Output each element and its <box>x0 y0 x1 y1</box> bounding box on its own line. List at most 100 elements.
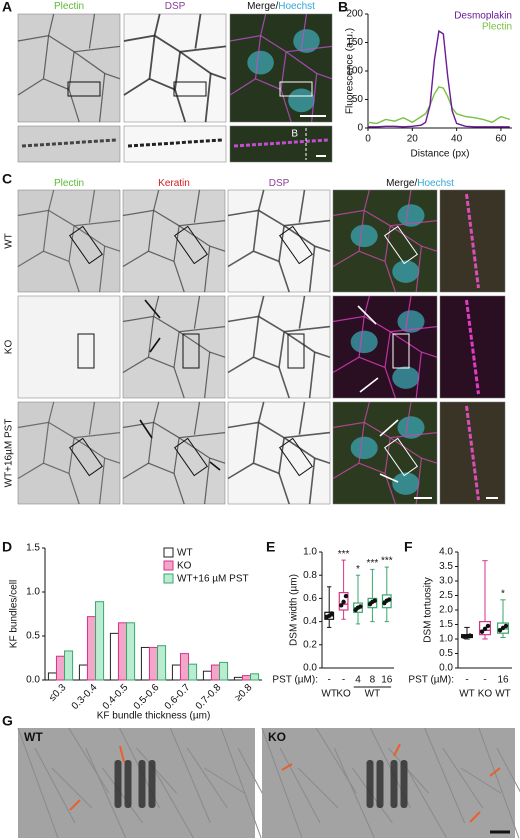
column-label: DSP <box>269 178 290 189</box>
cell-border <box>227 421 331 439</box>
filament <box>34 747 76 824</box>
x-tick-label: 8 <box>370 675 376 686</box>
group-label: WT <box>459 689 475 700</box>
cell-border <box>122 462 149 480</box>
column-label-part: Hoechst <box>278 1 315 12</box>
cell-border <box>278 261 290 293</box>
x-axis-label: PST (µM): <box>272 675 318 686</box>
y-tick-label: 1.5 <box>26 543 40 554</box>
cell-border <box>280 89 292 123</box>
filament <box>186 747 228 809</box>
nucleus <box>392 472 420 495</box>
bar <box>55 655 66 681</box>
filament <box>203 767 245 794</box>
replicate-point <box>372 598 377 603</box>
em-label: WT <box>24 730 43 744</box>
em-label: KO <box>268 730 286 744</box>
cell-border <box>229 78 256 96</box>
y-tick-label: 2.5 <box>439 590 453 601</box>
y-axis-label: Fluorescence (a.u.) <box>345 28 356 114</box>
roi-box <box>67 81 101 97</box>
cell-border <box>332 315 438 333</box>
significance: *** <box>367 558 379 569</box>
x-tick-label: - <box>342 675 345 686</box>
cell-border <box>174 89 187 123</box>
y-tick-label: 1.0 <box>439 634 453 645</box>
column-label: Plectin <box>54 178 84 189</box>
cell-border <box>147 210 180 263</box>
cell-border <box>48 13 55 36</box>
y-tick-label: 0.6 <box>303 593 317 604</box>
roi-box <box>383 437 419 477</box>
bar <box>171 664 181 681</box>
cell-border <box>405 295 412 329</box>
roi-box <box>392 333 410 369</box>
replicate-point <box>386 597 392 602</box>
arrow <box>379 419 399 437</box>
cell-border <box>405 189 412 223</box>
cell-border <box>99 73 106 123</box>
column-label-part: Merge/ <box>247 1 278 12</box>
inset <box>439 295 506 399</box>
micrograph <box>332 189 438 293</box>
arrow <box>144 299 161 319</box>
y-tick-label: 150 <box>346 37 363 48</box>
x-tick-label: 60 <box>495 134 507 145</box>
bar <box>219 661 229 681</box>
plaque <box>124 760 132 808</box>
micrograph <box>227 295 331 399</box>
panel-letter: A <box>2 0 12 15</box>
cell-border <box>257 295 265 317</box>
y-axis-label: KF bundles/cell <box>9 580 20 648</box>
micrograph <box>123 13 227 123</box>
bar <box>188 663 198 681</box>
y-tick-label: 4.0 <box>439 547 453 558</box>
nucleus <box>397 204 425 227</box>
legend-swatch <box>163 560 174 571</box>
x-tick-label: 0 <box>365 134 371 145</box>
replicate-point <box>329 611 334 616</box>
cell-border <box>332 356 360 374</box>
column-label-part: Plectin <box>54 1 84 12</box>
y-tick-label: 0.2 <box>303 639 317 650</box>
cell-border <box>252 210 285 263</box>
cell-border <box>88 13 96 49</box>
cell-border <box>227 250 254 268</box>
filament <box>152 767 194 839</box>
inset-line <box>21 138 117 148</box>
micrograph <box>17 13 121 123</box>
cell-border <box>204 246 211 293</box>
filament <box>136 747 177 794</box>
column-label: Merge/Hoechst <box>386 178 454 189</box>
arrow <box>357 305 377 325</box>
micrograph <box>17 189 121 293</box>
filament <box>85 747 127 839</box>
y-tick-label: 0.0 <box>303 663 317 674</box>
bar <box>179 653 190 681</box>
bar <box>157 645 167 681</box>
x-tick-label: 4 <box>355 675 361 686</box>
arrow <box>69 799 81 811</box>
cell-border <box>415 458 422 505</box>
bar <box>241 675 252 681</box>
x-tick-label: - <box>465 675 468 686</box>
filament <box>261 727 303 839</box>
cell-border <box>363 189 370 211</box>
y-tick-label: 0.4 <box>303 616 317 627</box>
y-axis-label: DSM tortuosity <box>423 577 434 643</box>
significance: * <box>356 564 360 575</box>
cell-border <box>194 13 202 49</box>
micrograph <box>227 189 331 293</box>
panel-letter: C <box>2 171 12 187</box>
cell-border <box>363 401 370 423</box>
cell-border <box>308 246 316 293</box>
cell-border <box>153 295 160 317</box>
nucleus <box>288 88 315 113</box>
column-label: Keratin <box>158 178 190 189</box>
cell-border <box>147 422 180 475</box>
column-label-part: Plectin <box>54 178 84 189</box>
micrograph <box>122 295 226 399</box>
x-tick-label: 40 <box>451 134 463 145</box>
cell-border <box>48 189 55 211</box>
cell-border <box>42 422 75 475</box>
